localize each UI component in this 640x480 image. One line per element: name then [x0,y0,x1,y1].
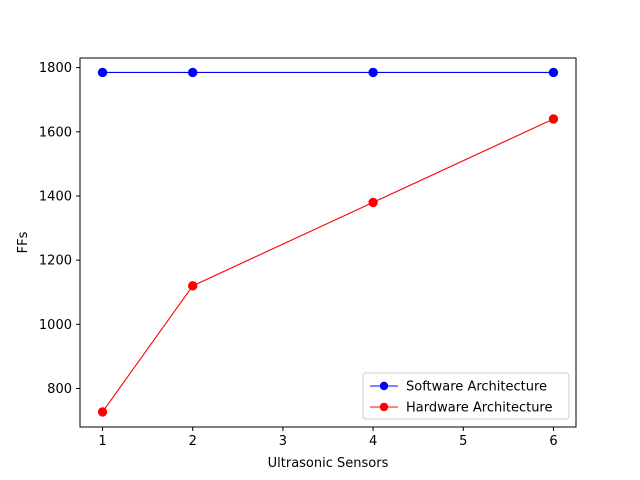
legend-marker [379,402,389,412]
legend: Software Architecture Hardware Architectu… [362,372,570,420]
plot-area-frame [79,57,577,428]
y-axis-label: FFs [16,231,31,253]
y-tick-label: 1400 [39,189,72,204]
x-tick-label: 2 [189,434,197,449]
data-point [368,67,378,78]
series-hardware-architecture [97,114,559,417]
y-tick-label: 1200 [39,254,72,269]
legend-label: Software Architecture [406,380,547,395]
y-tick-label: 800 [47,382,72,397]
series-line [102,118,554,413]
series-software-architecture [97,67,559,78]
y-axis-ticks: 800 1000 1200 1400 1600 1800 [39,61,80,397]
data-point [548,114,559,124]
data-point [548,67,559,78]
data-point [368,197,378,208]
y-tick-label: 1800 [39,61,72,76]
legend-box [362,372,570,420]
y-tick-label: 1600 [39,125,72,140]
x-tick-label: 5 [459,434,467,449]
legend-label: Hardware Architecture [406,401,553,416]
x-tick-label: 3 [279,434,287,449]
data-point [188,67,198,78]
legend-marker [379,381,389,391]
data-point [97,67,108,78]
x-tick-label: 6 [549,434,557,449]
x-tick-label: 1 [98,434,106,449]
x-axis-ticks: 1 2 3 4 5 6 [98,427,558,449]
x-axis-label: Ultrasonic Sensors [268,456,389,471]
data-point [188,281,198,291]
series-layer [97,67,559,417]
x-tick-label: 4 [369,434,377,449]
y-tick-label: 1000 [39,318,72,333]
data-point [97,407,108,417]
